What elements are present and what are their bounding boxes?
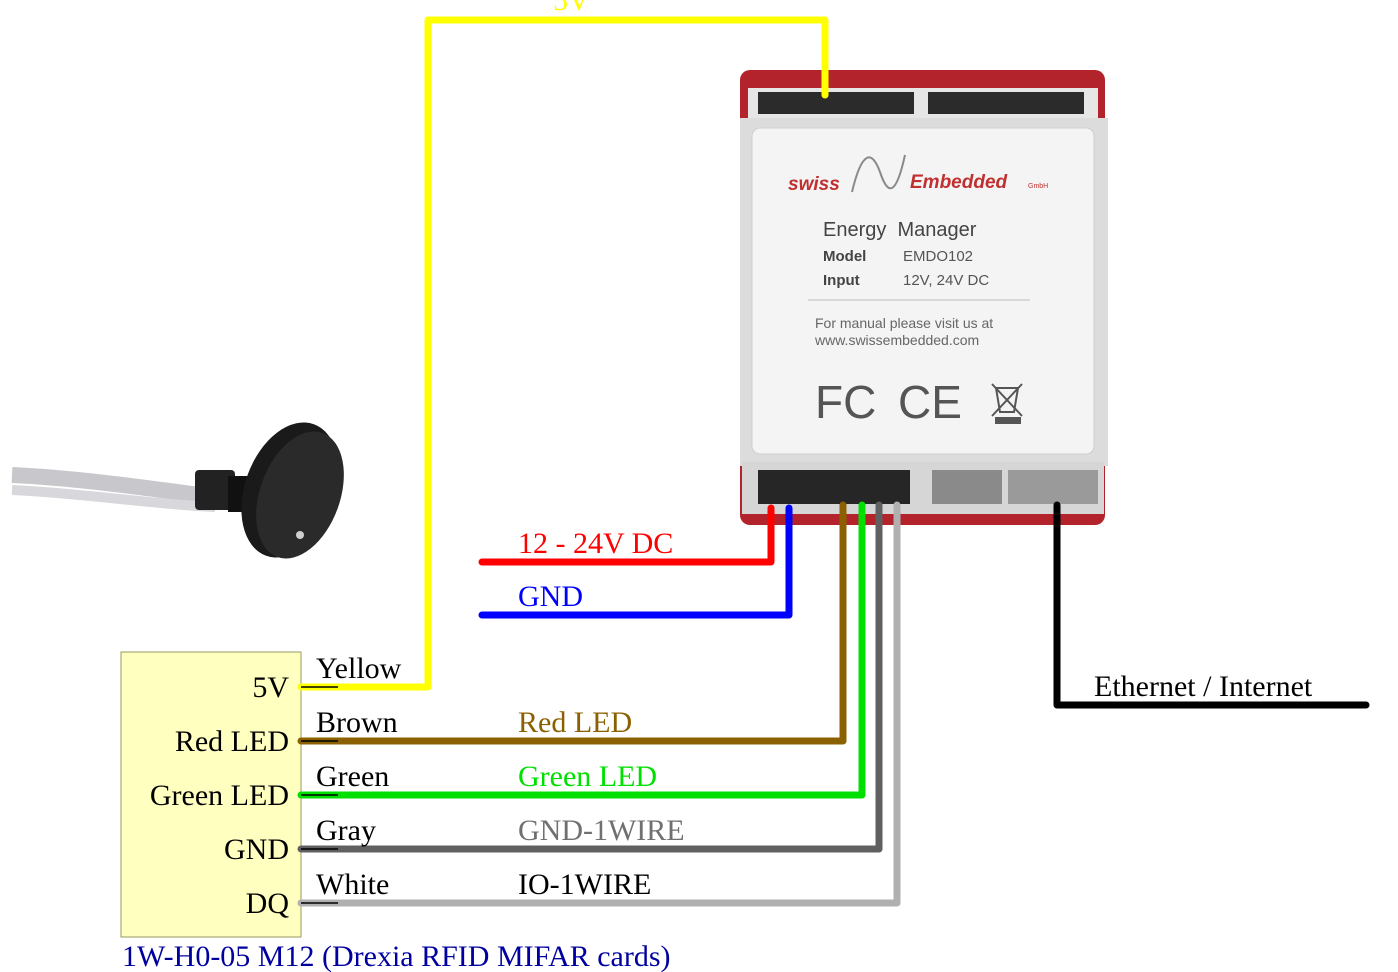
model-key: Model xyxy=(823,248,866,265)
signal-gnd: GND xyxy=(518,580,583,613)
signal-green-led: Green LED xyxy=(518,760,657,793)
wire-name-white: White xyxy=(316,868,389,901)
ethernet-label: Ethernet / Internet xyxy=(1094,670,1313,703)
signal-io-1wire: IO-1WIRE xyxy=(518,868,651,901)
wire-name-green: Green xyxy=(316,760,389,793)
wire-gnd-blue xyxy=(478,504,793,619)
manual-line2: www.swissembedded.com xyxy=(814,332,979,348)
wire-name-yellow: Yellow xyxy=(316,652,402,685)
sensor-pin-box xyxy=(120,651,302,938)
wire-name-brown: Brown xyxy=(316,706,398,739)
wire-supply-red xyxy=(478,504,775,566)
signal-5v: 5V xyxy=(553,0,590,17)
fc-mark: FC xyxy=(815,376,876,428)
pin-green-led: Green LED xyxy=(150,779,289,812)
input-key: Input xyxy=(823,272,860,289)
sensor-caption: 1W-H0-05 M12 (Drexia RFID MIFAR cards) xyxy=(122,940,671,972)
pin-gnd: GND xyxy=(224,833,289,866)
wire-io-1wire-white xyxy=(297,501,901,907)
wire-green-led-green xyxy=(297,501,866,799)
brand-right: Embedded xyxy=(910,172,1008,193)
brand-left: swiss xyxy=(788,174,840,195)
signal-supply: 12 - 24V DC xyxy=(518,527,673,560)
wire-red-led-brown xyxy=(297,501,847,745)
signal-red-led: Red LED xyxy=(518,706,632,739)
wire-name-gray: Gray xyxy=(316,814,376,847)
rfid-reader-photo xyxy=(11,422,344,559)
pin-red-led: Red LED xyxy=(175,725,289,758)
weee-bin-icon xyxy=(991,383,1023,424)
pin-dq: DQ xyxy=(246,887,290,920)
manual-line1: For manual please visit us at xyxy=(815,315,993,331)
ce-mark: CE xyxy=(898,376,962,428)
wire-ethernet-black xyxy=(1053,501,1370,709)
pin-5v: 5V xyxy=(252,671,289,704)
energy-manager-device: swiss Embedded GmbH Energy Manager Model… xyxy=(740,70,1108,525)
wire-gnd-1wire-gray xyxy=(297,501,883,853)
wire-5v-yellow xyxy=(297,16,829,691)
product-name: Energy Manager xyxy=(823,219,977,241)
signal-gnd-1wire: GND-1WIRE xyxy=(518,814,685,847)
model-value: EMDO102 xyxy=(903,248,973,265)
input-value: 12V, 24V DC xyxy=(903,272,989,289)
brand-suffix: GmbH xyxy=(1028,183,1048,190)
